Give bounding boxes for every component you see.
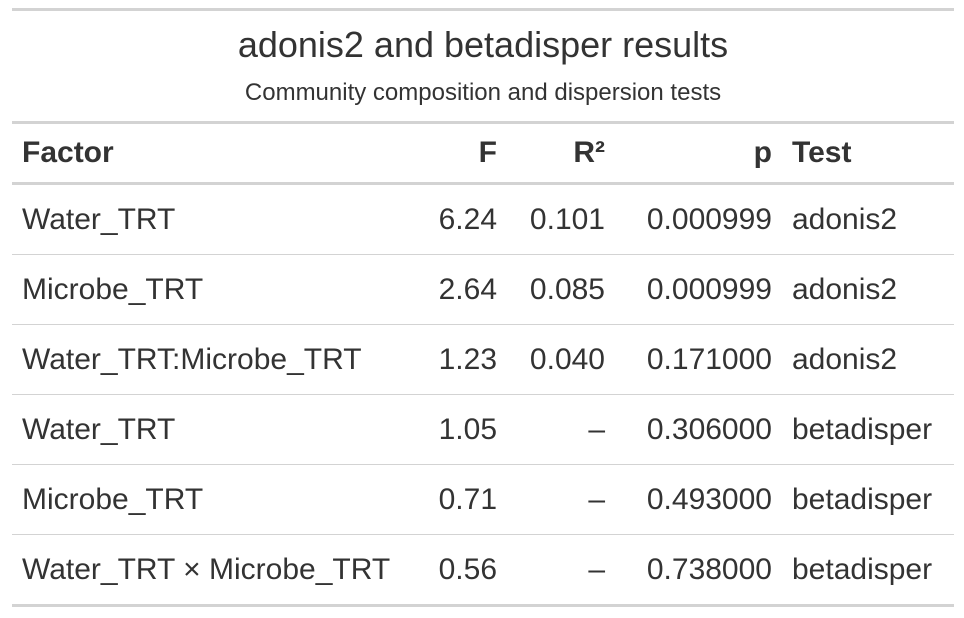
column-header-p: p	[615, 122, 782, 185]
results-table: Factor F R² p Test Water_TRT 6.24 0.101 …	[12, 121, 954, 607]
cell-p: 0.000999	[646, 202, 772, 236]
cell-f: 1.23	[422, 324, 507, 395]
table-subtitle: Community composition and dispersion tes…	[244, 79, 722, 106]
cell-factor: Microbe_TRT	[12, 254, 422, 325]
table-title: adonis2 and betadisper results	[237, 24, 729, 65]
cell-f: 6.24	[438, 202, 497, 236]
cell-r2: –	[507, 394, 615, 465]
cell-f: 0.56	[422, 534, 507, 606]
cell-r2: 0.040	[507, 324, 615, 395]
table-row: Water_TRT:Microbe_TRT 1.23 0.040 0.17100…	[12, 324, 954, 395]
cell-factor: Water_TRT:Microbe_TRT	[12, 324, 422, 395]
results-table-container: adonis2 and betadisper results Community…	[12, 8, 954, 607]
table-row: Microbe_TRT 0.71 – 0.493000 betadisper	[12, 464, 954, 535]
cell-factor: Water_TRT	[22, 202, 176, 236]
cell-r2: 0.085	[507, 254, 615, 325]
column-header-r2: R²	[507, 122, 615, 185]
cell-factor: Water_TRT × Microbe_TRT	[12, 534, 422, 606]
column-header-factor: Factor	[12, 122, 422, 185]
cell-factor: Microbe_TRT	[12, 464, 422, 535]
column-header-f: F	[422, 122, 507, 185]
cell-test: betadisper	[782, 534, 954, 606]
table-row: Water_TRT 1.05 – 0.306000 betadisper	[12, 394, 954, 465]
table-row: Water_TRT × Microbe_TRT 0.56 – 0.738000 …	[12, 534, 954, 606]
cell-p: 0.493000	[615, 464, 782, 535]
cell-p: 0.738000	[615, 534, 782, 606]
cell-p: 0.000999	[615, 254, 782, 325]
cell-test: adonis2	[782, 324, 954, 395]
cell-p: 0.171000	[615, 324, 782, 395]
cell-factor: Water_TRT	[12, 394, 422, 465]
top-rule	[12, 8, 954, 11]
cell-f: 0.71	[422, 464, 507, 535]
header-row: Factor F R² p Test	[12, 122, 954, 185]
cell-r2: –	[507, 534, 615, 606]
cell-r2: –	[507, 464, 615, 535]
cell-test: betadisper	[782, 464, 954, 535]
cell-test: betadisper	[782, 394, 954, 465]
cell-p: 0.306000	[615, 394, 782, 465]
table-row: Microbe_TRT 2.64 0.085 0.000999 adonis2	[12, 254, 954, 325]
cell-f: 1.05	[422, 394, 507, 465]
column-header-test: Test	[782, 122, 954, 185]
cell-test: adonis2	[782, 254, 954, 325]
table-row: Water_TRT 6.24 0.101 0.000999 adonis2	[12, 184, 954, 255]
cell-test: adonis2	[792, 202, 898, 236]
cell-r2: 0.101	[529, 202, 605, 236]
cell-f: 2.64	[422, 254, 507, 325]
